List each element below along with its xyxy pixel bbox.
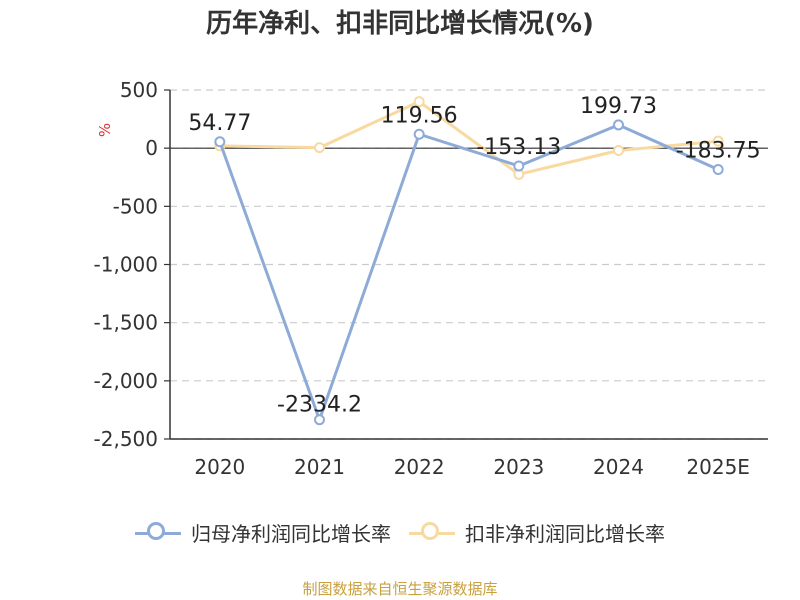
x-tick-label: 2023 (493, 455, 544, 479)
source-note: 制图数据来自恒生聚源数据库 (302, 580, 498, 598)
data-label: 119.56 (381, 103, 458, 128)
y-tick-label: 500 (120, 78, 158, 102)
y-tick-label: -1,500 (94, 311, 158, 335)
chart-title: 历年净利、扣非同比增长情况(%) (206, 9, 594, 39)
data-labels: 54.77 -2334.2 119.56 -153.13 199.73 -183.75 (188, 94, 760, 418)
legend: 归母净利润同比增长率 扣非净利润同比增长率 (0, 518, 800, 547)
legend-item-series-1[interactable]: 归母净利润同比增长率 (135, 518, 391, 547)
y-tick-label: -1,000 (94, 253, 158, 277)
x-tick-label: 2021 (294, 455, 345, 479)
x-tick-label: 2020 (194, 455, 245, 479)
legend-marker-icon (135, 521, 181, 545)
data-point (413, 128, 425, 140)
data-point (314, 142, 325, 154)
y-tick-label: -2,000 (94, 369, 158, 393)
legend-item-series-2[interactable]: 扣非净利润同比增长率 (409, 518, 665, 547)
data-label: 199.73 (580, 94, 657, 119)
data-point (712, 135, 724, 147)
legend-label: 归母净利润同比增长率 (191, 522, 391, 546)
y-axis-label: % (96, 123, 114, 137)
series-line-2 (219, 100, 719, 176)
legend-marker-icon (409, 521, 455, 545)
data-label: -183.75 (676, 139, 761, 164)
x-tick-label: 2025E (686, 455, 750, 479)
data-point (613, 119, 624, 131)
data-label: -153.13 (476, 135, 561, 160)
data-point (413, 96, 425, 108)
series-lines (214, 96, 724, 426)
data-point (513, 160, 525, 172)
data-point (214, 136, 226, 148)
y-tick-label: 0 (145, 136, 158, 160)
data-label: -2334.2 (277, 393, 362, 418)
data-point (314, 414, 325, 426)
series-line-1 (218, 123, 719, 422)
x-tick-label: 2024 (593, 455, 644, 479)
data-point (712, 164, 724, 176)
x-tick-label: 2022 (394, 455, 445, 479)
y-tick-label: -500 (113, 194, 158, 218)
y-tick-label: -2,500 (94, 427, 158, 451)
data-point (613, 144, 624, 156)
data-label: 54.77 (188, 111, 251, 136)
axes: 500 0 -500 -1,000 -1,500 -2,000 -2,500% 2020 202… (94, 78, 768, 479)
legend-label: 扣非净利润同比增长率 (465, 522, 665, 546)
